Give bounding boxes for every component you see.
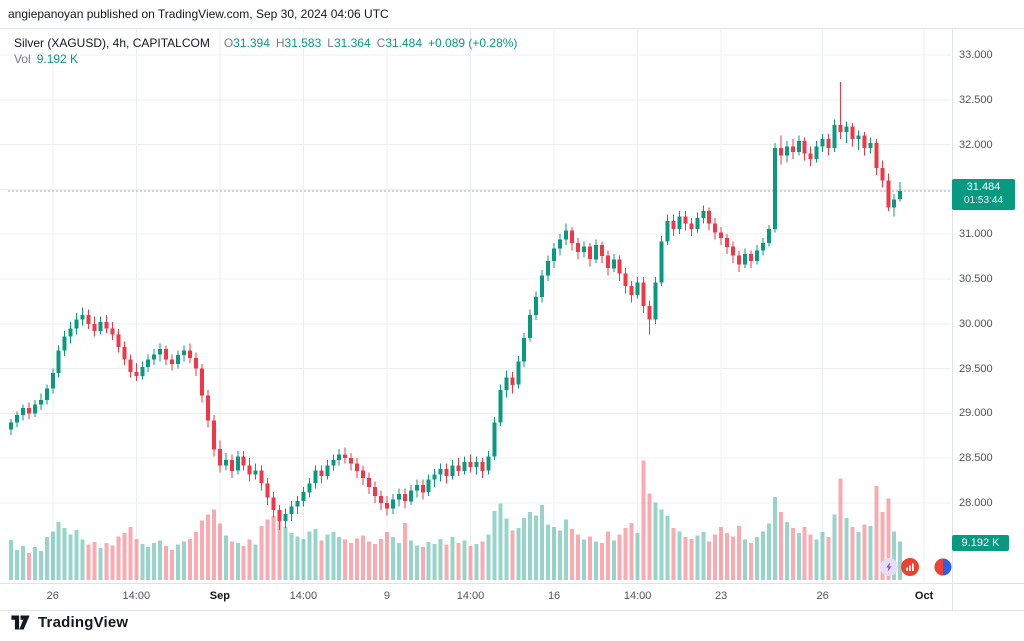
price-axis[interactable]: 33.00032.50032.00031.50031.00030.50030.0… [952,28,1024,583]
bar-countdown: 01:53:44 [964,194,1003,206]
high-label: H [275,36,285,50]
price-tick-label: 30.500 [959,273,993,285]
grid-layer [0,28,951,583]
price-tick-label: 33.000 [959,49,993,61]
time-tick-label: 16 [547,590,561,602]
volume-badge: 9.192 K [952,535,1009,552]
volume-value: 9.192 K [36,52,79,66]
close-label: C [376,36,386,50]
candle-layer [9,81,903,530]
tradingview-footer[interactable]: TradingView [10,613,128,632]
attribution-bar: angiepanoyan published on TradingView.co… [8,7,389,21]
price-tick-label: 32.500 [959,93,993,106]
price-tick-label: 29.500 [959,362,993,375]
last-price-badge: 31.484 01:53:44 [952,178,1015,210]
volume-legend[interactable]: Vol 9.192 K [14,52,78,66]
bar-chart-icon [906,563,914,571]
volume-layer [9,460,903,580]
time-tick-label: 9 [383,590,391,602]
volume-label: Vol [14,52,31,66]
time-tick-label: 23 [715,590,728,602]
open-label: O [223,36,234,50]
candlestick-chart[interactable] [0,0,952,583]
axis-bottom-divider [0,610,1024,611]
low-value: 31.364 [333,36,371,50]
price-tick-label: 30.000 [959,317,993,330]
header-divider [0,28,1024,29]
attribution-text: angiepanoyan published on TradingView.co… [8,7,389,21]
two-color-flag-icon [934,558,952,576]
time-tick-label: Sep [209,590,230,602]
chart-legend[interactable]: Silver (XAGUSD), 4h, CAPITALCOM O31.394 H3… [14,35,517,51]
price-tick-label: 32.000 [959,138,993,151]
price-axis-divider [952,28,953,610]
lightning-bolt-icon [886,562,892,572]
close-value: 31.484 [385,36,423,50]
time-tick-label: 14:00 [623,590,652,602]
price-tick-label: 28.500 [959,452,993,465]
change-value: +0.089 (+0.28%) [428,36,518,50]
price-tick-label: 29.000 [959,407,993,420]
flag-reaction-icon[interactable] [934,558,952,576]
time-axis[interactable]: 26 14:00 Sep 14:00 9 14:00 16 14:00 23 26 Oct [0,583,952,610]
price-tick-label: 28.000 [959,497,993,509]
chart-reaction-icon[interactable] [901,558,919,576]
time-tick-label: 26 [46,590,59,602]
volume-badge-value: 9.192 K [961,537,1000,550]
time-tick-label: Oct [914,590,934,602]
plot-bottom-divider [0,583,1024,584]
symbol-title[interactable]: Silver (XAGUSD), 4h, CAPITALCOM [14,36,210,50]
last-price-value: 31.484 [966,180,1001,193]
time-tick-label: 14:00 [456,590,485,602]
tradingview-logo-icon [11,615,30,630]
time-tick-label: 14:00 [122,590,151,602]
high-value: 31.583 [284,36,322,50]
time-tick-label: 14:00 [289,590,318,602]
reactions-bar [0,558,952,578]
low-label: L [327,36,334,50]
open-value: 31.394 [233,36,270,50]
time-tick-label: 26 [816,590,829,602]
price-tick-label: 31.000 [959,228,993,241]
tradingview-logo-text: TradingView [38,614,129,631]
lightning-reaction-icon[interactable] [880,558,898,576]
